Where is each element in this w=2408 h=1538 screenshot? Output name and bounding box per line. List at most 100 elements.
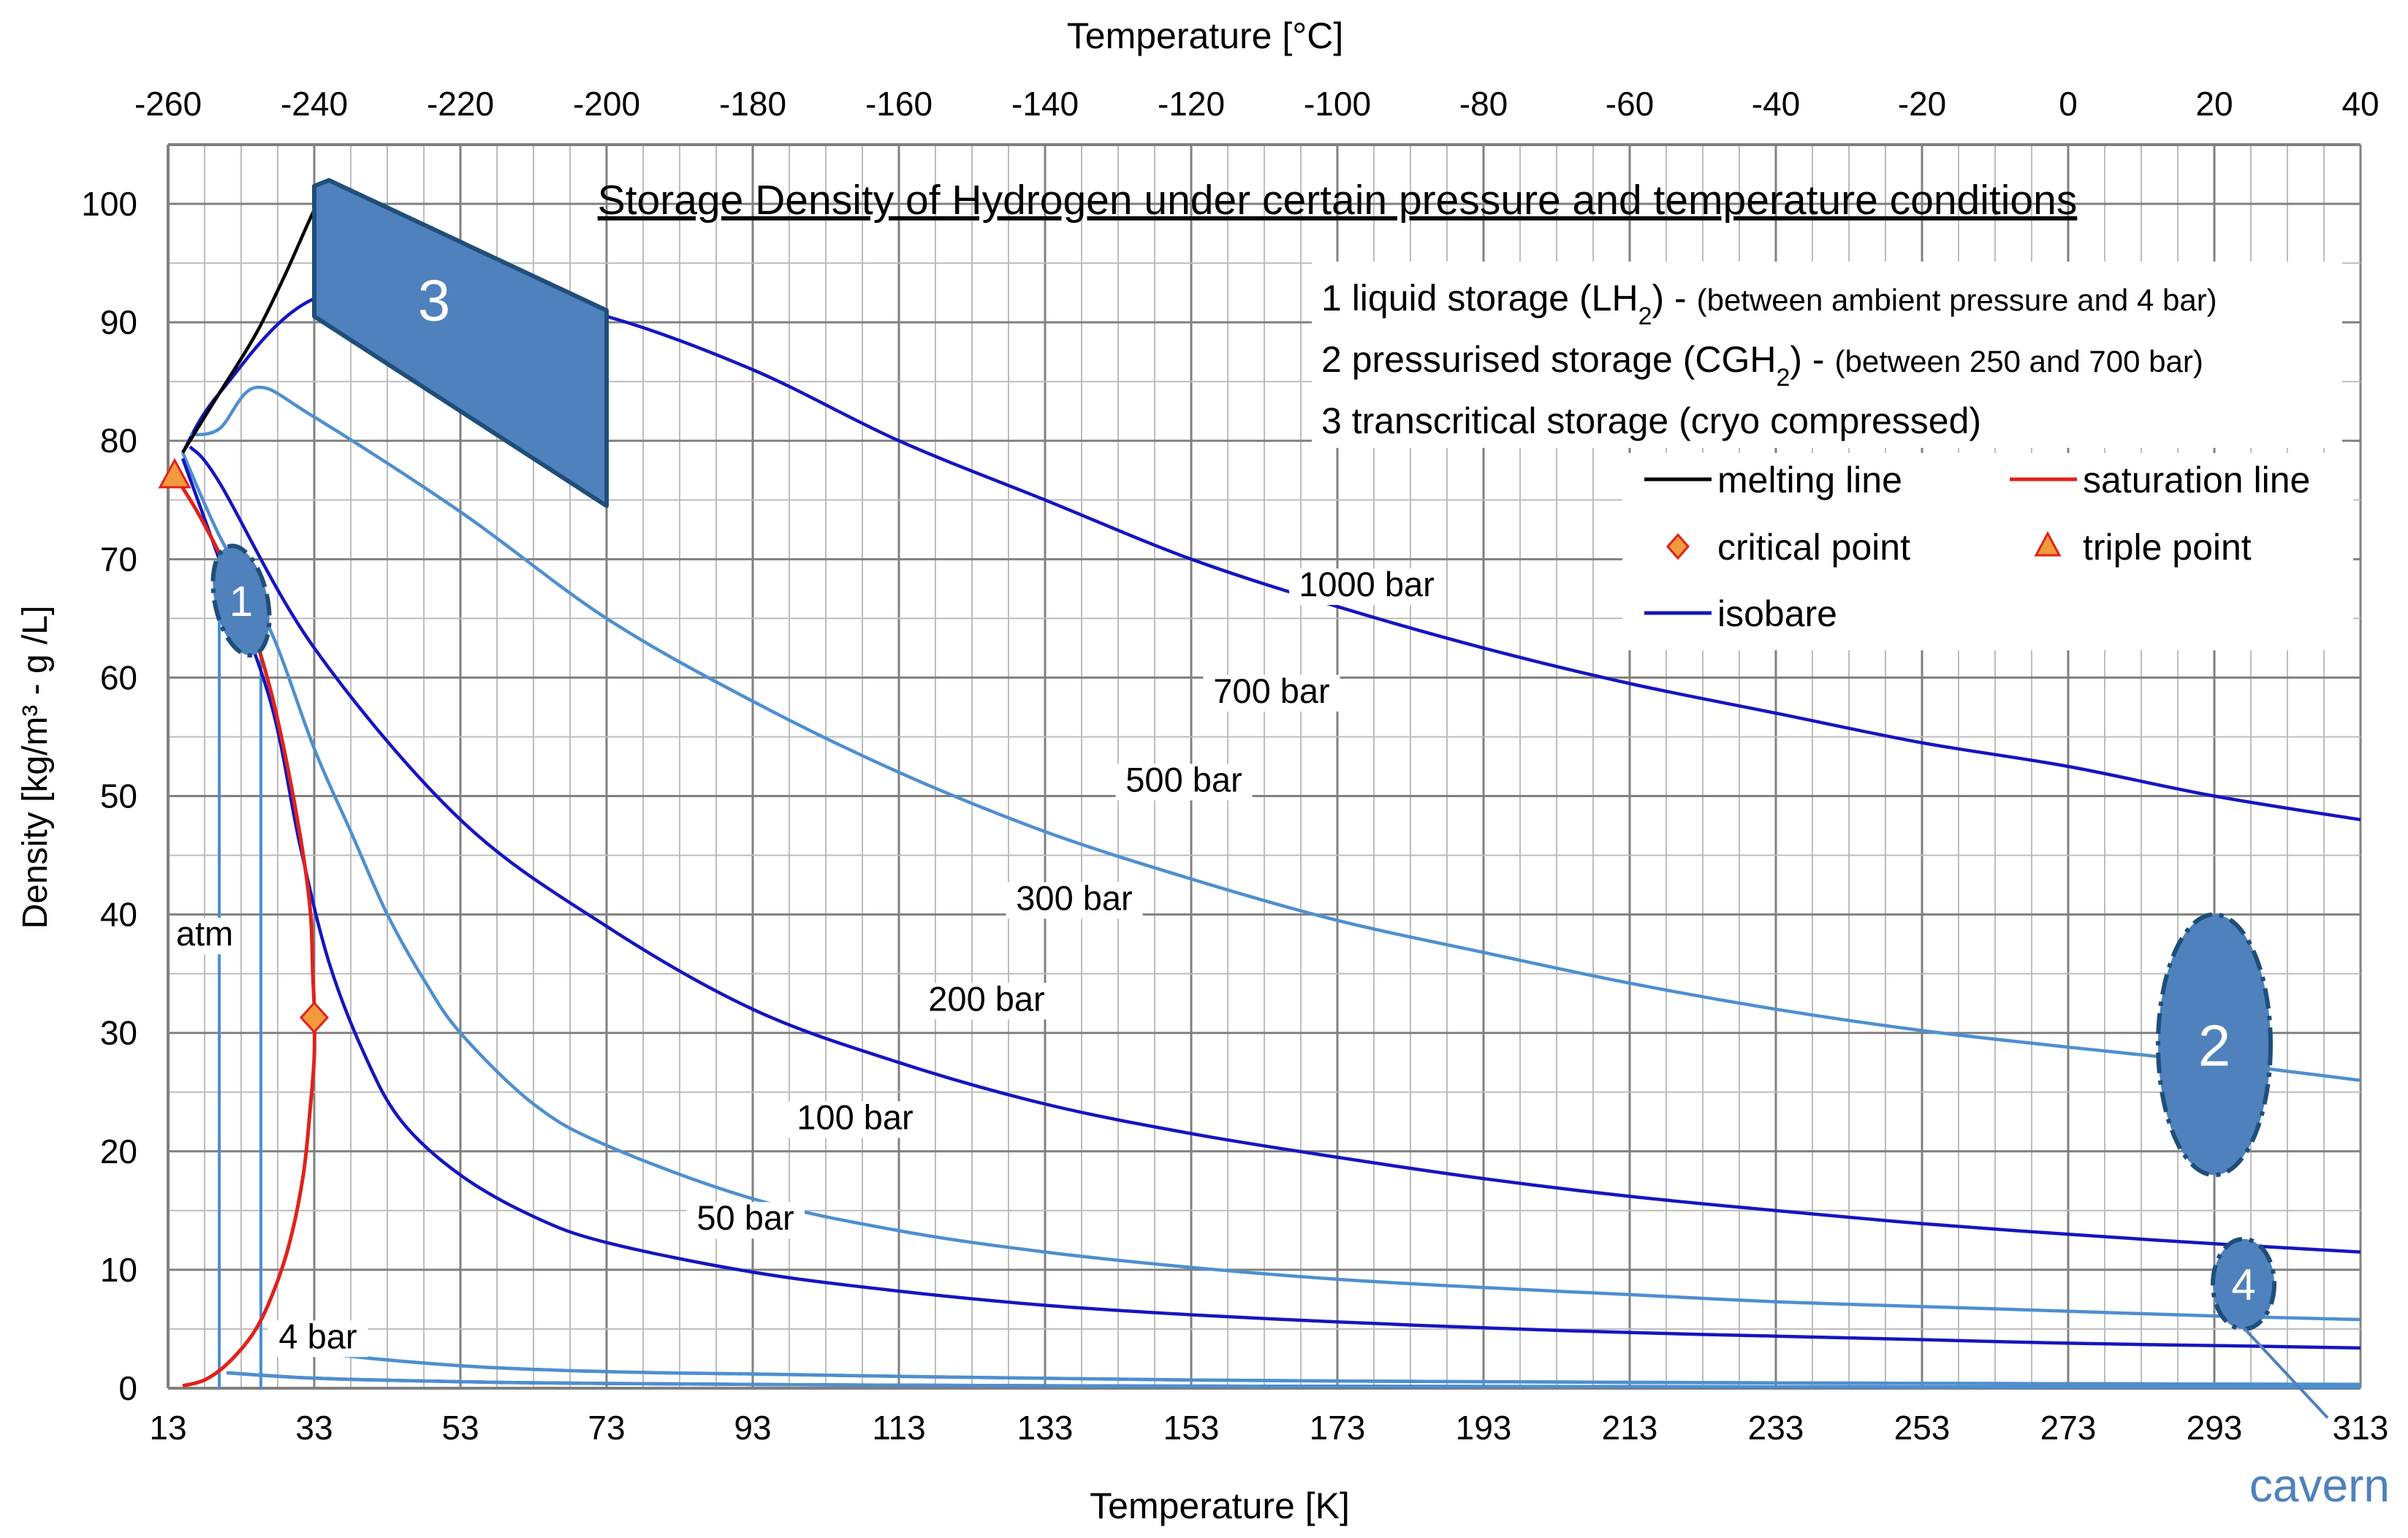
region-legend-subscript: 2 (1638, 302, 1652, 330)
x-tick-label: 273 (2040, 1409, 2097, 1447)
x2-tick-label: 0 (2059, 85, 2078, 123)
legend-label: isobare (1717, 593, 1837, 634)
x2-tick-label: -40 (1752, 85, 1800, 123)
regions-layer: 3 1 2 4 cavern (158, 178, 2390, 1512)
region-legend-main: 3 transcritical storage (cryo compressed… (1321, 400, 1981, 441)
region-legend-background (1312, 262, 2342, 448)
region-legend-main: 2 pressurised storage (CGH (1321, 339, 1776, 380)
x2-tick-label: -20 (1898, 85, 1946, 123)
curve-label: 100 bar (797, 1097, 913, 1136)
x-tick-label: 93 (734, 1409, 771, 1447)
region-legend-rest: ) - (1790, 339, 1834, 380)
legend-label: melting line (1717, 460, 1902, 500)
curve-label: 4 bar (278, 1317, 357, 1355)
region-3-shape (312, 178, 609, 509)
x-tick-label: 33 (295, 1409, 333, 1447)
y-tick-label: 60 (100, 658, 137, 696)
x2-tick-label: -100 (1304, 85, 1371, 123)
labels-layer: 1000 bar 700 bar 500 bar 300 bar 200 bar 100 … (172, 565, 1444, 1358)
y-tick-label: 50 (100, 777, 137, 815)
region-legend-note: (between 250 and 700 bar) (1834, 344, 2203, 378)
isobar-line (181, 452, 2361, 1322)
y-tick-label: 100 (81, 185, 137, 223)
curve-label-background (918, 983, 1055, 1020)
x2-tick-label: -60 (1606, 85, 1654, 123)
series-layer (173, 185, 2361, 1389)
x2-axis-title: Temperature [°C] (1067, 15, 1343, 56)
curve-label: atm (176, 914, 233, 953)
y-tick-label: 20 (100, 1132, 137, 1170)
x2-tick-label: -220 (427, 85, 494, 123)
legend-label: triple point (2083, 527, 2252, 568)
x-tick-label: 253 (1894, 1409, 1951, 1447)
isobar-line (189, 385, 2361, 1082)
curve-label-background (1289, 568, 1444, 605)
region-legend-entry: 2 pressurised storage (CGH2) - (between … (1321, 339, 2203, 392)
region-1-ellipse (210, 544, 272, 658)
x2-tick-label: -120 (1158, 85, 1225, 123)
critical-point-marker (299, 1001, 330, 1034)
curve-label-background (172, 918, 237, 955)
x2-tick-label: 20 (2195, 85, 2233, 123)
region-legend-rest: ) - (1652, 278, 1697, 319)
region-legend-entry: 3 transcritical storage (cryo compressed… (1321, 400, 1981, 441)
curve-label-background (267, 1320, 368, 1358)
legend-triangle-swatch (2034, 530, 2062, 557)
curve-label: 50 bar (696, 1198, 794, 1237)
x-tick-label: 193 (1456, 1409, 1512, 1447)
curve-label: 300 bar (1016, 879, 1132, 918)
x-tick-label: 313 (2333, 1409, 2389, 1447)
x-tick-label: 173 (1310, 1409, 1366, 1447)
y-tick-label: 80 (100, 422, 137, 460)
curve-label: 500 bar (1125, 760, 1242, 799)
y-tick-label: 90 (100, 303, 137, 341)
isobar-line (189, 445, 2361, 1254)
curve-label: 700 bar (1213, 671, 1329, 710)
x-tick-label: 113 (872, 1409, 925, 1447)
legend-label: saturation line (2083, 460, 2310, 500)
x-tick-label: 73 (588, 1409, 625, 1447)
y-tick-label: 10 (100, 1251, 137, 1289)
curve-label: 200 bar (928, 979, 1044, 1018)
x-tick-label: 13 (149, 1409, 186, 1447)
x-axis-title: Temperature [K] (1090, 1485, 1350, 1526)
x2-tick-label: -140 (1011, 85, 1079, 123)
region-legend-main: 1 liquid storage (LH (1321, 278, 1638, 319)
region-legend-subscript: 2 (1776, 364, 1790, 392)
axes: 13 33 53 73 93 113 133 153 173 193 213 233 253 273 293… (16, 15, 2388, 1526)
x-tick-label: 293 (2187, 1409, 2243, 1447)
region-3-label: 3 (418, 267, 451, 332)
region-1-label: 1 (229, 578, 253, 625)
y-tick-label: 30 (100, 1014, 137, 1052)
curve-label-background (686, 1202, 805, 1239)
curve-label: 1000 bar (1299, 565, 1435, 604)
x2-tick-label: -180 (719, 85, 786, 123)
legend: 1 liquid storage (LH2) - (between ambien… (1312, 262, 2353, 650)
series-legend-background (1622, 453, 2353, 650)
curve-label-background (1203, 674, 1340, 712)
y-tick-label: 40 (100, 896, 137, 934)
legend-label: critical point (1717, 527, 1910, 568)
y-tick-label: 0 (118, 1369, 137, 1407)
legend-diamond-swatch (1666, 533, 1690, 560)
chart-title: Storage Density of Hydrogen under certai… (598, 177, 2078, 224)
region-legend-entry: 1 liquid storage (LH2) - (between ambien… (1321, 278, 2217, 330)
region-2-ellipse (2156, 912, 2273, 1178)
isobar-line (181, 457, 2361, 1350)
x-tick-label: 153 (1163, 1409, 1220, 1447)
curve-label-background (1115, 764, 1253, 801)
x-tick-label: 213 (1602, 1409, 1658, 1447)
curve-label-background (786, 1101, 924, 1138)
x2-tick-label: 40 (2341, 85, 2379, 123)
isobar-line (226, 1371, 2361, 1389)
x2-tick-label: -200 (573, 85, 640, 123)
x-tick-label: 133 (1017, 1409, 1074, 1447)
y-tick-label: 70 (100, 540, 137, 578)
region-legend-note: (between ambient pressure and 4 bar) (1697, 283, 2217, 317)
cavern-pointer (2241, 1325, 2329, 1419)
region-4-label: 4 (2231, 1260, 2255, 1309)
x2-tick-label: -240 (281, 85, 348, 123)
region-2-label: 2 (2198, 1013, 2231, 1078)
y-axis-title: Density [kg/m³ - g /L] (16, 606, 55, 929)
